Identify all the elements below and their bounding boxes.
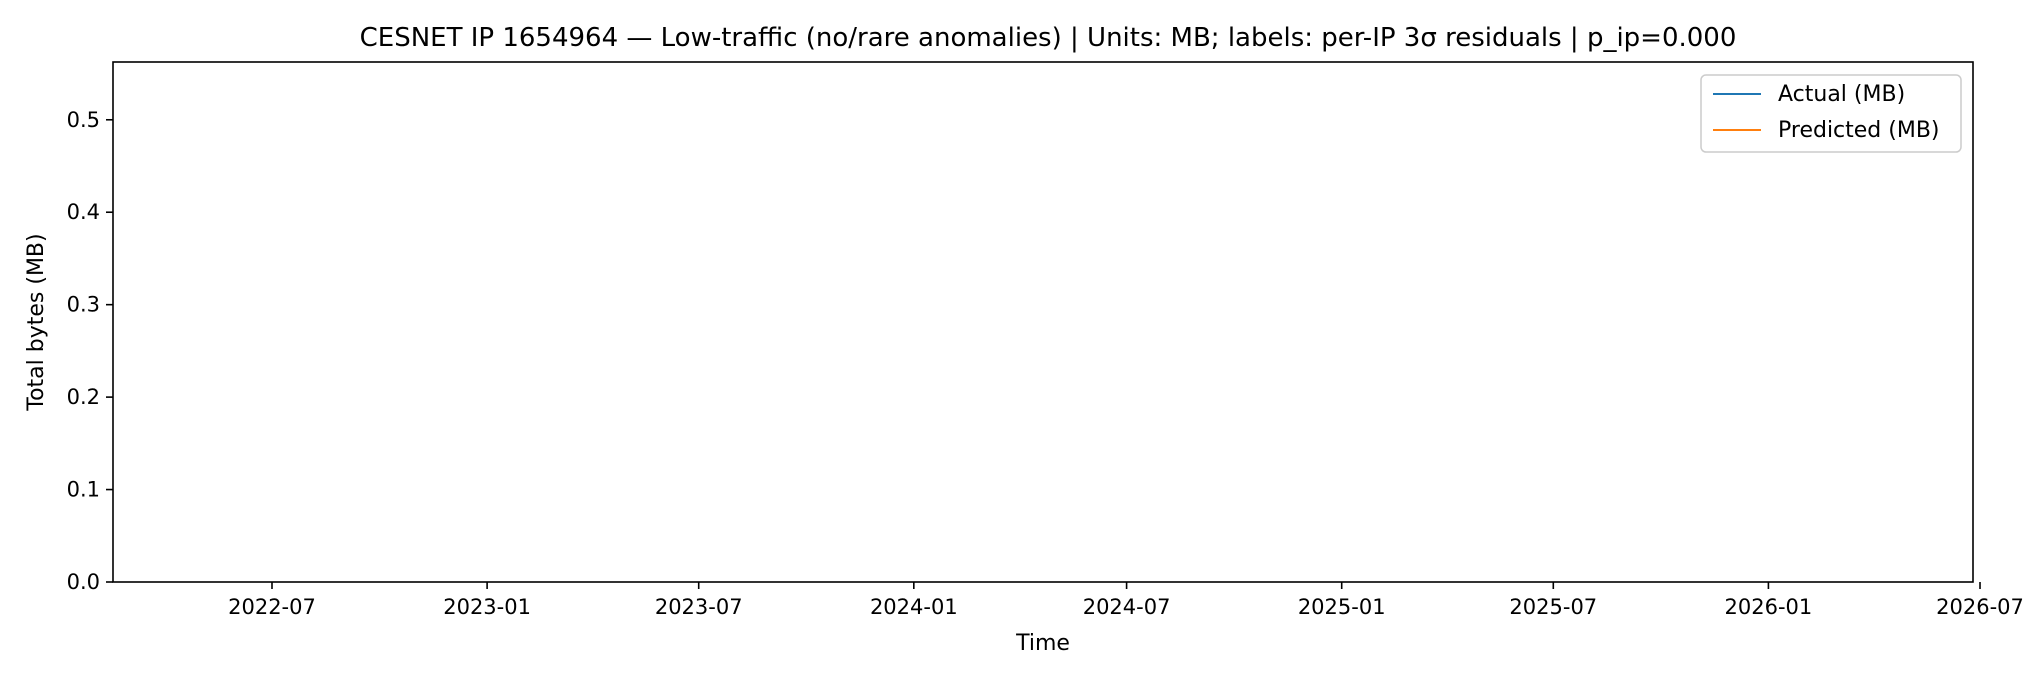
chart-title: CESNET IP 1654964 — Low-traffic (no/rare… — [360, 23, 1737, 53]
x-tick-label: 2025-01 — [1298, 595, 1386, 619]
y-axis-ticks: 0.0 0.1 0.2 0.3 0.4 0.5 — [67, 108, 113, 594]
x-tick-label: 2022-07 — [228, 595, 316, 619]
y-axis-label: Total bytes (MB) — [24, 233, 49, 411]
x-tick-label: 2023-07 — [655, 595, 743, 619]
y-tick-label: 0.0 — [67, 570, 100, 594]
y-tick-label: 0.5 — [67, 108, 100, 132]
x-tick-label: 2026-07 — [1936, 595, 2024, 619]
legend-box — [1700, 74, 1962, 153]
y-tick-label: 0.2 — [67, 385, 100, 409]
x-tick-label: 2024-01 — [870, 595, 958, 619]
x-tick-label: 2024-07 — [1083, 595, 1171, 619]
x-axis-ticks: 2022-07 2023-01 2023-07 2024-01 2024-07 2025-… — [228, 582, 2024, 619]
legend: Actual (MB) Predicted (MB) — [1700, 74, 1962, 153]
legend-actual-label: Actual (MB) — [1778, 82, 1905, 107]
plot-area — [112, 61, 1974, 583]
x-tick-label: 2025-07 — [1509, 595, 1597, 619]
y-tick-label: 0.4 — [67, 200, 100, 224]
legend-predicted-label: Predicted (MB) — [1778, 118, 1940, 143]
x-tick-label: 2026-01 — [1725, 595, 1813, 619]
x-tick-label: 2023-01 — [443, 595, 531, 619]
plot-frame — [112, 61, 1974, 583]
x-axis-label: Time — [1015, 631, 1070, 656]
y-tick-label: 0.3 — [67, 293, 100, 317]
y-tick-label: 0.1 — [67, 478, 100, 502]
